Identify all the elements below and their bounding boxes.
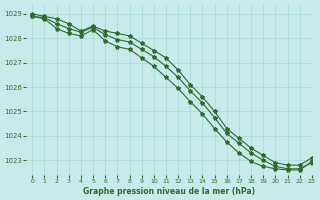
X-axis label: Graphe pression niveau de la mer (hPa): Graphe pression niveau de la mer (hPa) xyxy=(83,187,255,196)
